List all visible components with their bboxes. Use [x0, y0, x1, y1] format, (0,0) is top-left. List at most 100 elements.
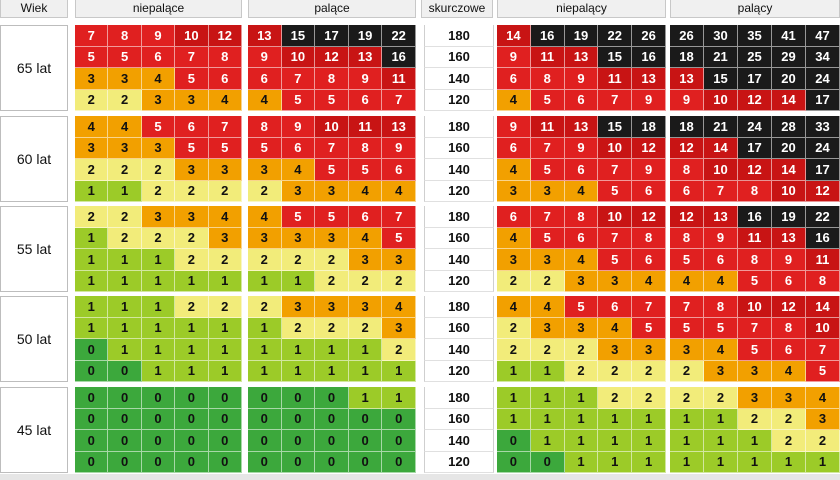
risk-cell: 25: [738, 46, 772, 68]
risk-cell: 4: [704, 339, 738, 361]
risk-cell: 1: [108, 270, 142, 292]
risk-cell: 2: [738, 408, 772, 430]
risk-cell: 2: [108, 227, 142, 249]
risk-cell: 7: [670, 296, 704, 318]
risk-cell: 19: [348, 25, 383, 47]
risk-cell: 18: [670, 46, 704, 68]
risk-cell: 11: [598, 68, 633, 90]
risk-cell: 14: [497, 25, 531, 47]
risk-cell: 1: [772, 451, 806, 473]
risk-cell: 17: [738, 137, 772, 159]
risk-cell: 0: [248, 408, 282, 430]
risk-cell: 41: [772, 25, 806, 47]
risk-cell: 12: [632, 206, 666, 228]
risk-cell: 1: [497, 408, 531, 430]
risk-cell: 0: [75, 339, 109, 361]
risk-cell: 3: [175, 159, 209, 181]
risk-cell: 2: [281, 249, 316, 271]
risk-cell: 16: [632, 46, 666, 68]
risk-cell: 6: [497, 137, 531, 159]
risk-cell: 10: [175, 25, 209, 47]
risk-cell: 9: [497, 116, 531, 138]
risk-cell: 6: [175, 116, 209, 138]
risk-cell: 1: [632, 451, 666, 473]
risk-cell: 1: [738, 430, 772, 452]
risk-cell: 5: [141, 116, 176, 138]
risk-cell: 20: [772, 137, 806, 159]
risk-cell: 6: [632, 249, 666, 271]
risk-cell: 0: [108, 430, 142, 452]
risk-cell: 3: [141, 137, 176, 159]
risk-cell: 12: [738, 159, 772, 181]
risk-cell: 16: [530, 25, 565, 47]
risk-cell: 2: [248, 180, 282, 202]
risk-cell: 1: [75, 296, 109, 318]
risk-cell: 1: [564, 430, 599, 452]
risk-cell: 1: [348, 387, 383, 409]
risk-cell: 8: [670, 227, 704, 249]
risk-cell: 3: [141, 206, 176, 228]
risk-cell: 1: [208, 317, 242, 339]
risk-cell: 4: [497, 159, 531, 181]
risk-cell: 9: [670, 89, 704, 111]
risk-cell: 2: [281, 317, 316, 339]
risk-cell: 5: [530, 159, 565, 181]
risk-cell: 5: [108, 46, 142, 68]
risk-cell: 1: [382, 387, 416, 409]
risk-cell: 7: [530, 206, 565, 228]
risk-cell: 26: [670, 25, 704, 47]
risk-cell: 10: [598, 137, 633, 159]
risk-cell: 5: [632, 317, 666, 339]
risk-cell: 0: [315, 451, 349, 473]
risk-cell: 0: [382, 451, 416, 473]
risk-cell: 1: [348, 360, 383, 382]
risk-cell: 3: [598, 339, 633, 361]
risk-cell: 15: [598, 116, 633, 138]
risk-cell: 4: [208, 206, 242, 228]
risk-cell: 5: [738, 339, 772, 361]
risk-cell: 1: [497, 360, 531, 382]
risk-cell: 7: [704, 180, 738, 202]
risk-cell: 2: [315, 317, 349, 339]
risk-cell: 0: [315, 387, 349, 409]
risk-cell: 2: [315, 270, 349, 292]
risk-cell: 13: [670, 68, 704, 90]
women-nonsmoking-header: niepalące: [75, 0, 242, 18]
risk-cell: 0: [281, 408, 316, 430]
risk-cell: 0: [530, 451, 565, 473]
systolic-label: 120: [424, 451, 494, 473]
risk-cell: 1: [141, 296, 176, 318]
risk-cell: 3: [806, 408, 840, 430]
risk-cell: 3: [497, 180, 531, 202]
risk-cell: 0: [281, 451, 316, 473]
risk-cell: 3: [564, 317, 599, 339]
risk-cell: 2: [141, 227, 176, 249]
risk-cell: 8: [315, 68, 349, 90]
risk-cell: 10: [772, 180, 806, 202]
risk-cell: 3: [281, 296, 316, 318]
systolic-label: 140: [424, 430, 494, 452]
risk-cell: 4: [564, 249, 599, 271]
risk-cell: 1: [382, 360, 416, 382]
risk-cell: 4: [208, 89, 242, 111]
risk-cell: 5: [564, 296, 599, 318]
risk-cell: 11: [530, 116, 565, 138]
risk-cell: 6: [670, 180, 704, 202]
risk-cell: 2: [248, 249, 282, 271]
risk-cell: 18: [632, 116, 666, 138]
systolic-label: 180: [424, 116, 494, 138]
risk-cell: 5: [530, 227, 565, 249]
risk-cell: 0: [248, 451, 282, 473]
risk-cell: 2: [598, 387, 633, 409]
risk-cell: 1: [670, 451, 704, 473]
risk-cell: 2: [348, 270, 383, 292]
risk-cell: 0: [141, 408, 176, 430]
risk-cell: 2: [806, 430, 840, 452]
risk-cell: 9: [248, 46, 282, 68]
risk-cell: 1: [248, 317, 282, 339]
risk-cell: 2: [530, 270, 565, 292]
risk-cell: 4: [348, 227, 383, 249]
risk-cell: 1: [530, 430, 565, 452]
risk-cell: 0: [315, 408, 349, 430]
risk-cell: 26: [632, 25, 666, 47]
